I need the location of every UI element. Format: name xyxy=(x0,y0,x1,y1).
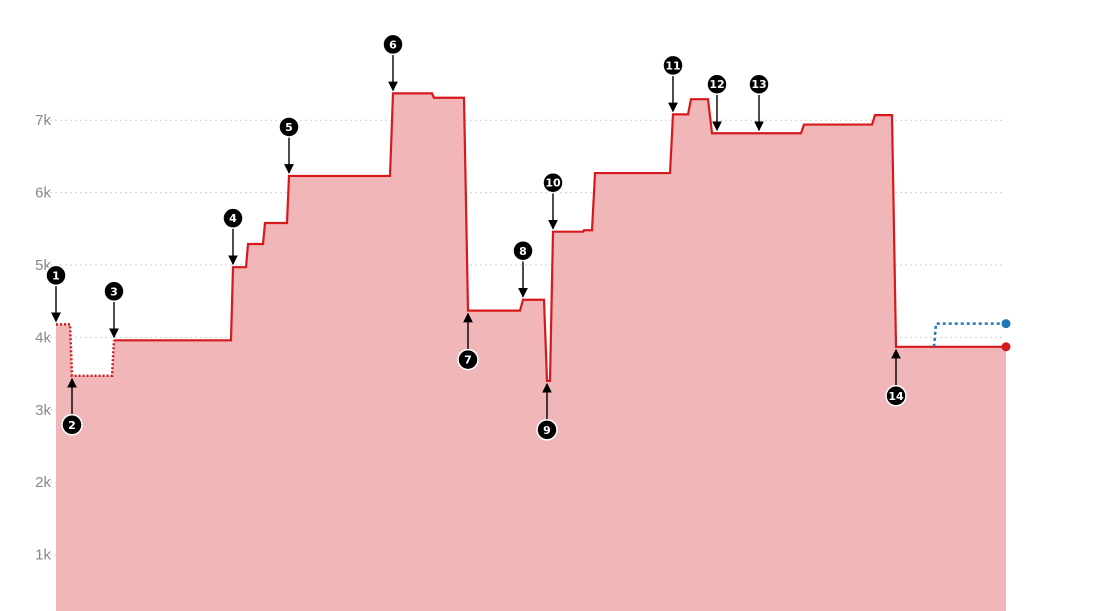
annotation-badge xyxy=(61,414,83,436)
annotation-label: 12 xyxy=(709,78,724,91)
series-line-dotted-start xyxy=(56,323,116,378)
annotation-label: 9 xyxy=(543,424,551,437)
annotation-badge xyxy=(662,54,684,77)
annotation-marker: 4 xyxy=(222,207,244,266)
y-tick-label: 2k xyxy=(35,474,51,491)
projection-line xyxy=(932,322,1006,347)
annotation-label: 11 xyxy=(665,59,680,72)
annotation-label: 4 xyxy=(229,212,237,225)
annotation-label: 1 xyxy=(52,269,60,282)
annotation-label: 13 xyxy=(751,78,766,91)
annotation-badge xyxy=(706,73,728,95)
annotation-label: 3 xyxy=(110,285,118,298)
y-tick-label: 7k xyxy=(35,112,51,129)
area-layer xyxy=(56,92,1011,611)
annotation-badge xyxy=(103,280,125,303)
annotation-badge xyxy=(278,116,300,138)
annotation-marker: 3 xyxy=(103,280,125,339)
annotation-marker: 9 xyxy=(536,382,558,441)
y-tick-label: 1k xyxy=(35,547,51,564)
annotation-badge xyxy=(536,419,558,441)
series-line xyxy=(114,92,1006,382)
annotation-marker: 13 xyxy=(748,73,770,132)
projection-end-point xyxy=(1001,319,1011,329)
y-tick-label: 4k xyxy=(35,329,51,346)
annotation-marker: 12 xyxy=(706,73,728,132)
annotation-marker: 1 xyxy=(45,264,67,323)
annotation-badge xyxy=(45,264,67,287)
annotation-badge xyxy=(748,73,770,95)
annotation-marker: 11 xyxy=(662,54,684,113)
annotation-label: 7 xyxy=(464,354,472,367)
annotation-badge xyxy=(382,33,404,56)
annotation-marker: 8 xyxy=(512,240,534,298)
y-tick-label: 3k xyxy=(35,402,51,419)
annotation-marker: 14 xyxy=(885,348,907,407)
annotation-label: 5 xyxy=(285,121,293,134)
annotation-badge xyxy=(512,240,534,262)
annotation-marker: 6 xyxy=(382,33,404,92)
annotation-badge xyxy=(542,171,564,194)
annotation-marker: 10 xyxy=(542,171,564,230)
annotation-marker: 7 xyxy=(457,312,479,371)
annotation-badge xyxy=(885,385,907,407)
area-fill xyxy=(56,93,1006,611)
annotation-label: 14 xyxy=(888,390,904,403)
series-end-point xyxy=(1001,342,1011,352)
annotation-label: 10 xyxy=(545,177,561,190)
y-tick-label: 6k xyxy=(35,185,51,202)
annotation-label: 6 xyxy=(389,38,397,51)
annotation-badge xyxy=(222,207,244,229)
annotation-marker: 2 xyxy=(61,377,83,436)
annotation-badge xyxy=(457,348,479,371)
annotation-marker: 5 xyxy=(278,116,300,174)
annotation-label: 8 xyxy=(519,245,527,258)
annotation-label: 2 xyxy=(68,419,76,432)
